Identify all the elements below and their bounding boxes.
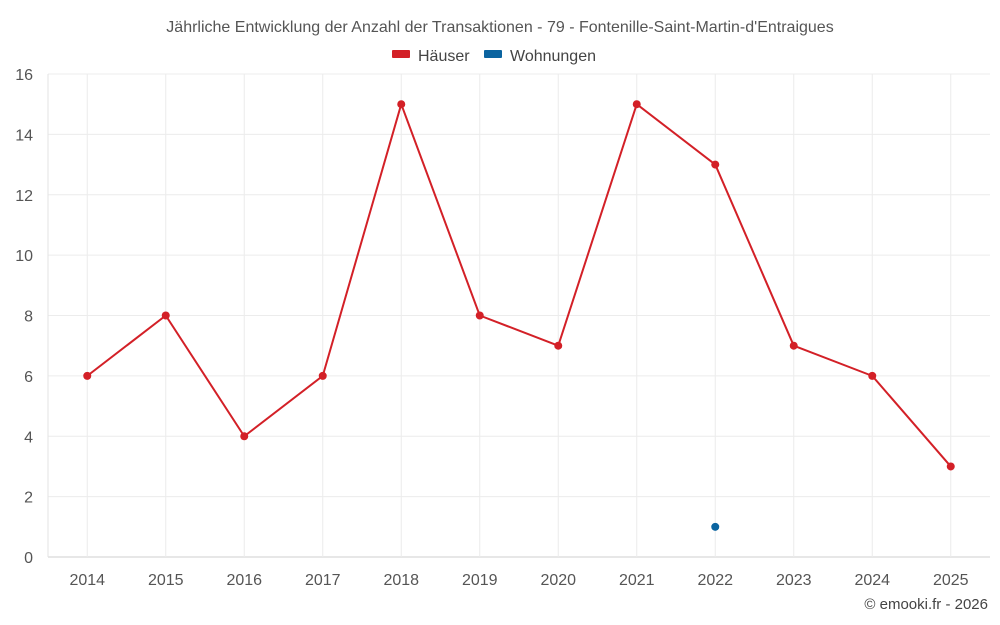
y-tick-label: 4: [24, 429, 33, 446]
x-tick-label: 2017: [305, 572, 341, 589]
x-tick-label: 2014: [69, 572, 105, 589]
y-tick-label: 10: [15, 248, 33, 265]
legend-label-haeuser: Häuser: [418, 48, 470, 65]
y-tick-label: 12: [15, 188, 33, 205]
y-tick-label: 2: [24, 490, 33, 507]
legend-label-wohnungen: Wohnungen: [510, 48, 596, 65]
data-point-haeuser[interactable]: [397, 100, 406, 109]
grid: [48, 73, 990, 558]
data-point-wohnungen[interactable]: [711, 522, 720, 531]
chart-title: Jährliche Entwicklung der Anzahl der Tra…: [166, 19, 833, 36]
data-point-haeuser[interactable]: [554, 341, 563, 350]
data-point-haeuser[interactable]: [318, 371, 327, 380]
data-point-haeuser[interactable]: [789, 341, 798, 350]
x-tick-label: 2025: [933, 572, 969, 589]
x-tick-label: 2018: [383, 572, 419, 589]
legend: Häuser Wohnungen: [392, 48, 596, 65]
credit: © emooki.fr - 2026: [864, 596, 988, 613]
legend-swatch-wohnungen: [484, 50, 502, 58]
y-tick-label: 8: [24, 309, 33, 326]
y-tick-label: 6: [24, 369, 33, 386]
y-tick-label: 16: [15, 67, 33, 84]
x-tick-label: 2015: [148, 572, 184, 589]
y-tick-label: 0: [24, 550, 33, 567]
x-tick-label: 2021: [619, 572, 655, 589]
legend-item-wohnungen[interactable]: Wohnungen: [484, 48, 596, 65]
data-point-haeuser[interactable]: [632, 100, 641, 109]
y-tick-label: 14: [15, 127, 33, 144]
x-tick-label: 2023: [776, 572, 812, 589]
axes: 0 2 4 6 8 10 12 14 16 2014 2015 2016 2017 2018 2019 202…: [15, 67, 968, 589]
legend-item-haeuser[interactable]: Häuser: [392, 48, 470, 65]
data-point-haeuser[interactable]: [240, 432, 249, 441]
data-point-haeuser[interactable]: [868, 371, 877, 380]
data-point-haeuser[interactable]: [83, 371, 92, 380]
data-point-haeuser[interactable]: [711, 160, 720, 169]
data-point-haeuser[interactable]: [161, 311, 170, 320]
series-line-haeuser: [86, 103, 952, 468]
x-tick-label: 2019: [462, 572, 498, 589]
x-tick-label: 2022: [697, 572, 733, 589]
data-point-haeuser[interactable]: [946, 462, 955, 471]
x-tick-label: 2020: [540, 572, 576, 589]
legend-swatch-haeuser: [392, 50, 410, 58]
series-layer: [83, 100, 955, 531]
x-tick-label: 2016: [226, 572, 262, 589]
x-tick-label: 2024: [854, 572, 890, 589]
data-point-haeuser[interactable]: [475, 311, 484, 320]
